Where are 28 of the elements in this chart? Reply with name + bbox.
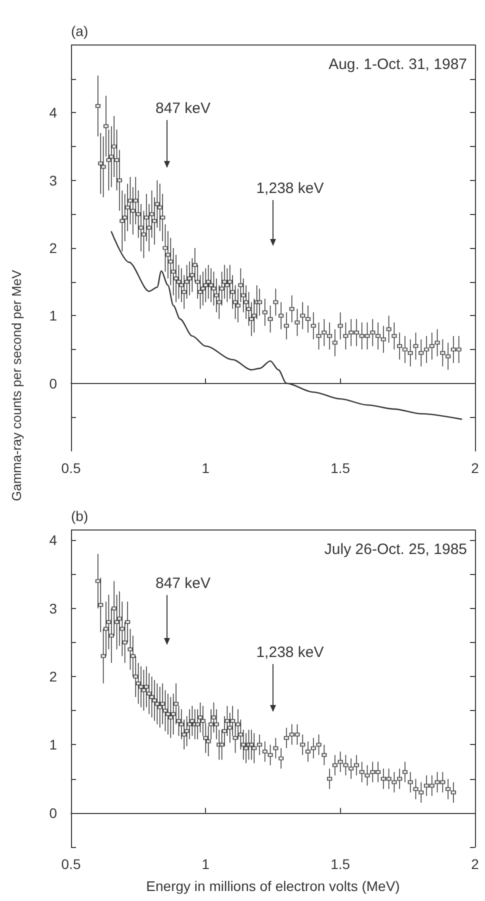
chart-title: (a) — [71, 23, 88, 39]
annotation: July 26-Oct. 25, 1985 — [324, 541, 468, 558]
annotation: 847 keV — [155, 100, 211, 117]
x-tick-label: 0.5 — [61, 460, 81, 476]
y-tick-label: 0 — [49, 375, 58, 392]
x-tick-label: 0.5 — [61, 856, 81, 872]
x-tick-label: 1 — [202, 856, 210, 872]
x-axis-title: Energy in millions of electron volts (MeV) — [146, 878, 400, 894]
x-tick-label: 2 — [471, 856, 480, 872]
y-axis-title: Gamma-ray counts per second per MeV — [8, 269, 24, 501]
y-tick-label: 2 — [49, 668, 58, 685]
y-tick-label: 3 — [49, 172, 58, 188]
y-tick-label: 4 — [49, 104, 58, 121]
x-tick-label: 1 — [202, 460, 210, 476]
annotation: 1,238 keV — [256, 644, 324, 661]
annotation: Aug. 1-Oct. 31, 1987 — [328, 56, 467, 73]
x-tick-label: 2 — [471, 460, 480, 476]
y-tick-label: 4 — [49, 532, 58, 548]
y-tick-label: 2 — [49, 240, 58, 256]
x-tick-label: 1.5 — [330, 856, 350, 872]
y-tick-label: 3 — [49, 600, 58, 616]
y-tick-label: 0 — [49, 804, 58, 821]
annotation: 1,238 keV — [256, 180, 324, 197]
y-tick-label: 1 — [49, 736, 58, 753]
chart-title: (b) — [71, 508, 88, 524]
annotation: 847 keV — [155, 575, 211, 592]
y-tick-label: 1 — [49, 308, 58, 324]
x-tick-label: 1.5 — [330, 460, 350, 476]
